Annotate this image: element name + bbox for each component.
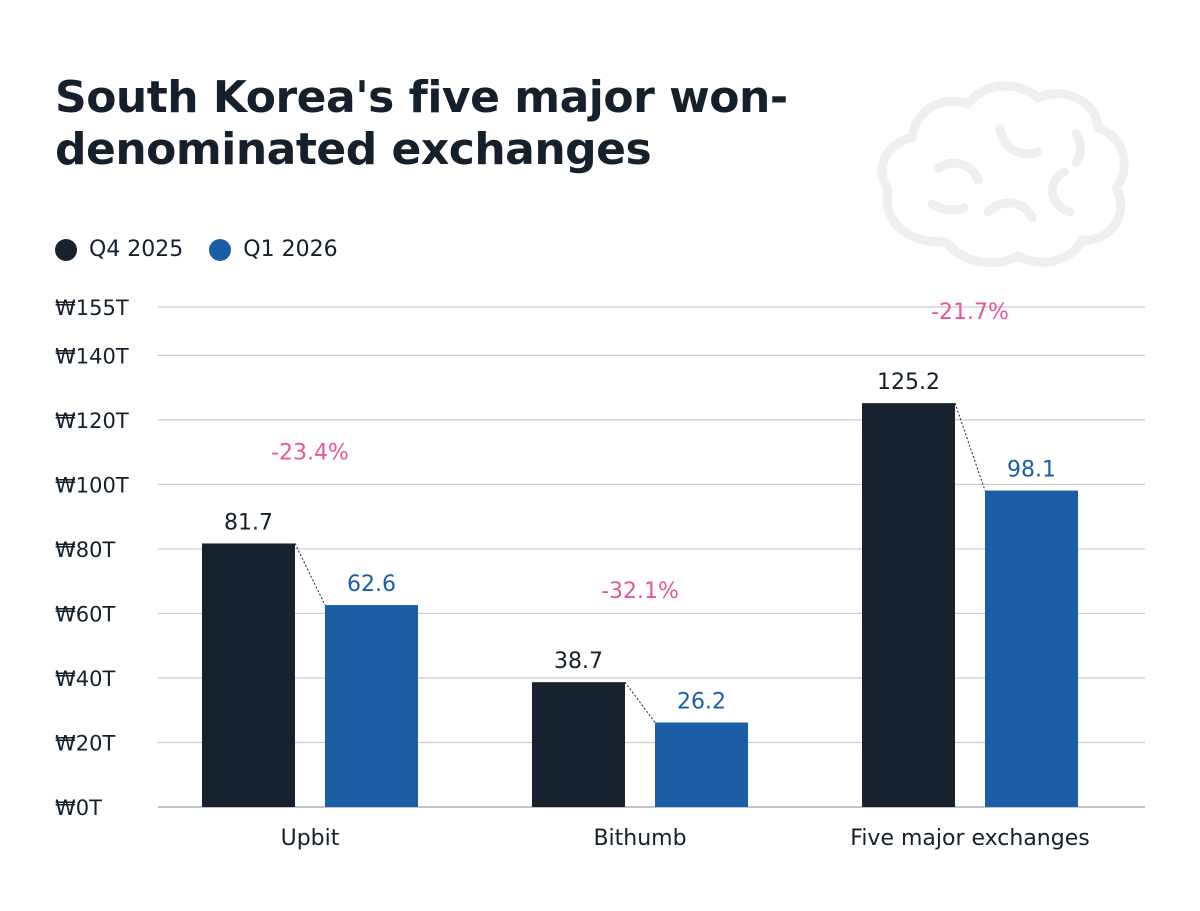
y-tick-label-20: ₩20T (55, 731, 115, 755)
y-tick-label-120: ₩120T (55, 409, 129, 433)
change-label-five-major-exchanges: -21.7% (931, 300, 1009, 325)
change-label-upbit: -23.4% (271, 440, 349, 465)
bar-q4-2025-five-major-exchanges (862, 403, 955, 807)
legend: Q4 2025 Q1 2026 (55, 237, 364, 262)
category-label-upbit: Upbit (281, 826, 340, 851)
connector-upbit (294, 543, 326, 606)
y-tick-label-40: ₩40T (55, 667, 115, 691)
legend-item-q4-2025: Q4 2025 (55, 237, 183, 262)
y-tick-label-140: ₩140T (55, 344, 129, 368)
chart-title: South Korea's five major won-denominated… (55, 72, 788, 175)
legend-item-q1-2026: Q1 2026 (209, 237, 338, 262)
y-tick-label-60: ₩60T (55, 602, 115, 626)
y-tick-label-155: ₩155T (55, 296, 129, 320)
value-label-q4-2025-upbit: 81.7 (224, 510, 273, 535)
value-label-q1-2026-five-major-exchanges: 98.1 (1007, 458, 1056, 483)
category-label-five-major-exchanges: Five major exchanges (850, 826, 1089, 851)
value-label-q1-2026-bithumb: 26.2 (677, 689, 726, 714)
legend-label-q4-2025: Q4 2025 (89, 237, 184, 262)
legend-swatch-q1-2026 (209, 238, 232, 261)
y-tick-label-100: ₩100T (55, 473, 129, 497)
y-tick-label-0: ₩0T (55, 796, 102, 820)
category-label-bithumb: Bithumb (593, 826, 686, 851)
value-label-q4-2025-five-major-exchanges: 125.2 (877, 370, 940, 395)
brain-icon (877, 81, 1129, 268)
connector-five-major-exchanges (954, 402, 986, 491)
value-label-q1-2026-upbit: 62.6 (347, 572, 396, 597)
change-label-bithumb: -32.1% (601, 579, 679, 604)
bar-chart: ₩0T ₩20T ₩40T ₩60T ₩80T ₩100T ₩120T ₩140T ₩155T 8… (55, 296, 1145, 851)
bar-q4-2025-bithumb (532, 682, 625, 807)
bar-q1-2026-upbit (325, 605, 418, 807)
bar-q1-2026-bithumb (655, 722, 748, 807)
value-label-q4-2025-bithumb: 38.7 (554, 649, 603, 674)
bar-q4-2025-upbit (202, 543, 295, 807)
connector-bithumb (624, 681, 656, 723)
y-tick-label-80: ₩80T (55, 538, 115, 562)
bar-q1-2026-five-major-exchanges (985, 490, 1078, 807)
legend-label-q1-2026: Q1 2026 (243, 237, 338, 262)
legend-swatch-q4-2025 (55, 238, 77, 261)
